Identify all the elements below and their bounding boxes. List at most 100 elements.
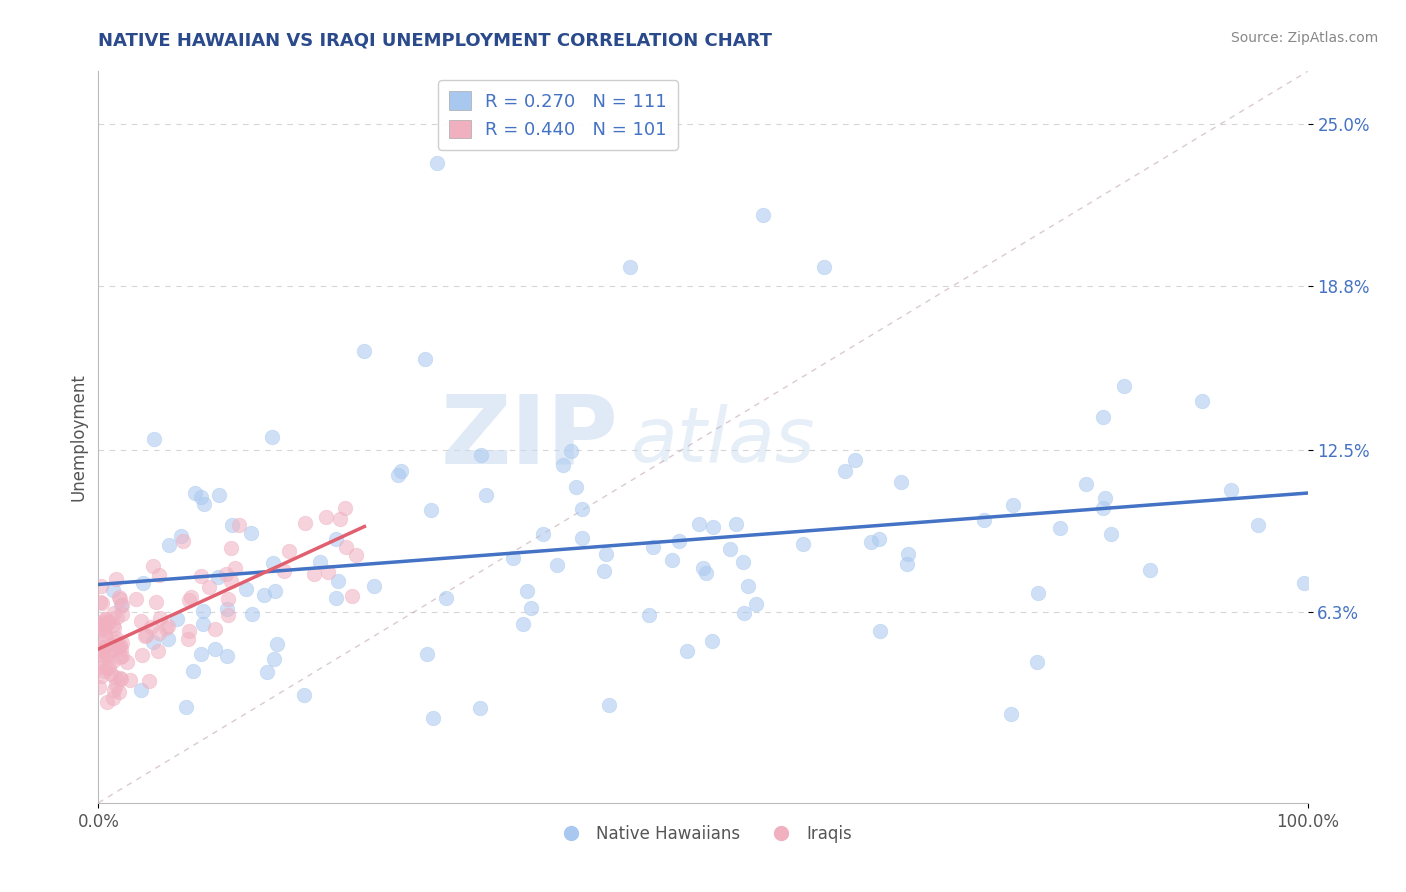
Point — [1091, 501, 1114, 516]
Point — [87, 659, 110, 673]
Point — [661, 553, 683, 567]
Point — [745, 597, 768, 611]
Point — [172, 534, 194, 549]
Point — [595, 547, 617, 561]
Point — [149, 611, 172, 625]
Point — [87, 655, 110, 669]
Point — [353, 343, 375, 358]
Point — [94, 612, 117, 626]
Point — [157, 618, 180, 632]
Point — [108, 638, 131, 652]
Point — [692, 561, 714, 575]
Point — [148, 626, 170, 640]
Point — [215, 567, 238, 582]
Point — [104, 572, 127, 586]
Point — [98, 615, 121, 629]
Point — [834, 464, 856, 478]
Point — [91, 596, 114, 610]
Point — [844, 453, 866, 467]
Point — [643, 540, 665, 554]
Point — [131, 648, 153, 663]
Point — [813, 260, 835, 275]
Point — [197, 580, 219, 594]
Point — [1049, 521, 1071, 535]
Point — [638, 608, 661, 623]
Point — [1191, 393, 1213, 408]
Point — [868, 532, 890, 546]
Point — [228, 517, 250, 532]
Point — [101, 618, 124, 632]
Point — [108, 590, 131, 604]
Point — [702, 520, 724, 534]
Point — [129, 683, 152, 698]
Point — [1026, 585, 1049, 599]
Point — [533, 526, 555, 541]
Point — [110, 607, 132, 621]
Point — [87, 643, 110, 657]
Point — [792, 537, 814, 551]
Point — [688, 516, 710, 531]
Point — [859, 535, 882, 549]
Point — [326, 574, 349, 588]
Point — [1074, 477, 1097, 491]
Point — [315, 509, 337, 524]
Point — [89, 640, 111, 654]
Point — [179, 593, 201, 607]
Point — [1247, 517, 1270, 532]
Point — [100, 667, 122, 681]
Point — [87, 681, 110, 695]
Point — [422, 711, 444, 725]
Point — [1000, 706, 1022, 721]
Point — [93, 664, 115, 678]
Point — [262, 557, 284, 571]
Point — [219, 541, 242, 555]
Point — [142, 432, 165, 446]
Point — [896, 557, 918, 571]
Point — [155, 621, 177, 635]
Point — [96, 615, 118, 630]
Point — [1112, 378, 1135, 392]
Point — [869, 624, 891, 638]
Point — [695, 566, 717, 580]
Point — [1091, 410, 1114, 425]
Point — [103, 606, 125, 620]
Point — [1294, 575, 1316, 590]
Point — [1026, 655, 1049, 669]
Point — [97, 648, 120, 663]
Point — [134, 629, 156, 643]
Point — [180, 590, 202, 604]
Text: Source: ZipAtlas.com: Source: ZipAtlas.com — [1230, 31, 1378, 45]
Point — [90, 669, 112, 683]
Point — [100, 643, 122, 657]
Point — [335, 540, 357, 554]
Point — [166, 612, 188, 626]
Point — [1001, 498, 1024, 512]
Point — [193, 497, 215, 511]
Text: atlas: atlas — [630, 404, 815, 478]
Point — [676, 644, 699, 658]
Point — [190, 490, 212, 504]
Point — [207, 570, 229, 584]
Point — [96, 661, 118, 675]
Point — [1099, 527, 1122, 541]
Point — [973, 513, 995, 527]
Point — [177, 632, 200, 646]
Point — [571, 501, 593, 516]
Point — [181, 665, 204, 679]
Point — [148, 568, 170, 582]
Point — [1094, 491, 1116, 505]
Point — [204, 622, 226, 636]
Point — [256, 665, 278, 679]
Point — [94, 631, 117, 645]
Point — [101, 691, 124, 706]
Point — [419, 502, 441, 516]
Point — [90, 579, 112, 593]
Point — [219, 574, 242, 589]
Point — [502, 551, 524, 566]
Point — [101, 583, 124, 598]
Point — [135, 627, 157, 641]
Point — [309, 555, 332, 569]
Point — [104, 632, 127, 646]
Point — [94, 627, 117, 641]
Point — [546, 558, 568, 572]
